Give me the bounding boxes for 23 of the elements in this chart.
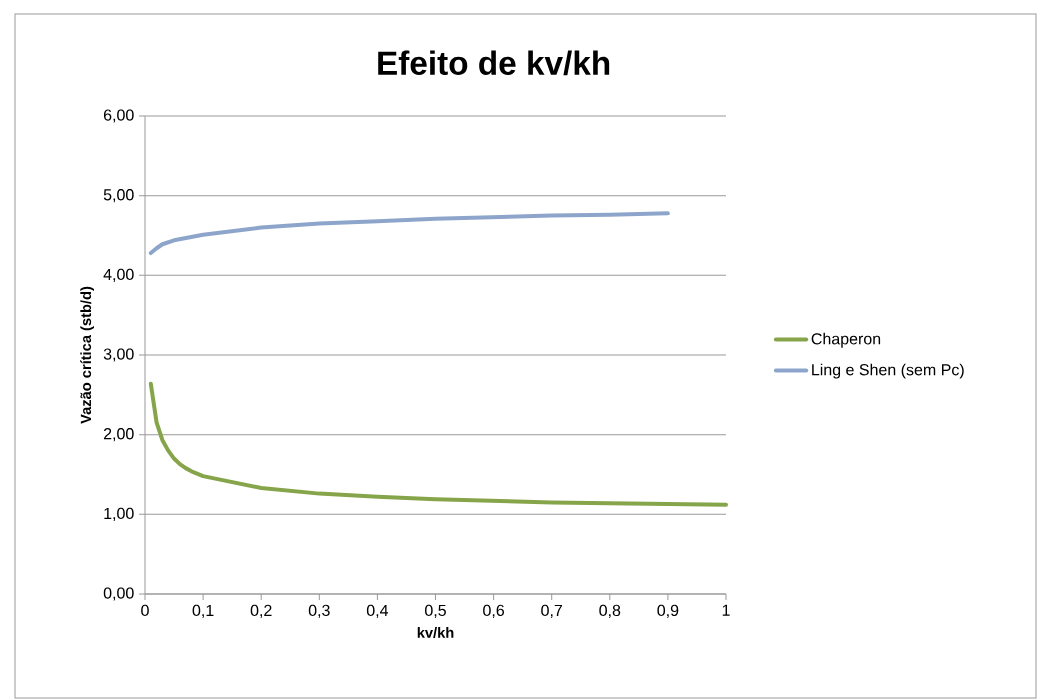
legend-label: Ling e Shen (sem Pc) <box>812 363 964 379</box>
y-tick-label: 3,00 <box>103 348 134 362</box>
y-tick-label: 0,00 <box>103 587 134 601</box>
x-tick-label: 0,9 <box>657 604 679 618</box>
x-tick-label: 0,6 <box>483 604 505 618</box>
x-tick-label: 0,8 <box>599 604 621 618</box>
y-axis-title: Vazão crítica (stb/d) <box>80 286 94 424</box>
x-tick-label: 0,4 <box>366 604 389 618</box>
x-tick-label: 1 <box>722 604 730 616</box>
x-axis-title: kv/kh <box>417 627 454 639</box>
x-tick-label: 0,2 <box>250 604 272 618</box>
x-tick-label: 0,1 <box>192 604 214 618</box>
x-tick-label: 0,3 <box>308 604 330 618</box>
x-tick-label: 0,5 <box>425 604 446 618</box>
y-tick-label: 4,00 <box>103 268 134 282</box>
chart-title: Efeito de kv/kh <box>378 50 610 76</box>
y-tick-label: 2,00 <box>103 428 134 442</box>
y-tick-label: 6,00 <box>103 109 134 123</box>
x-tick-label: 0 <box>141 604 149 617</box>
y-tick-label: 1,00 <box>104 507 134 521</box>
y-tick-label: 5,00 <box>103 189 134 203</box>
x-tick-label: 0,7 <box>541 604 563 618</box>
legend-label: Chaperon <box>811 332 881 348</box>
